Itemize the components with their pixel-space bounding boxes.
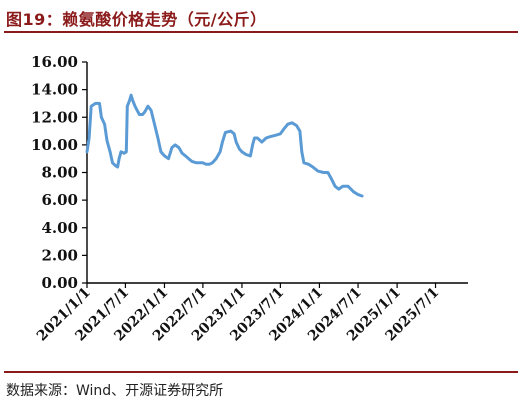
y-tick-label: 4.00	[41, 219, 78, 237]
y-tick-label: 8.00	[41, 164, 78, 182]
y-tick-label: 0.00	[41, 274, 78, 292]
chart-title: 图19：赖氨酸价格走势（元/公斤）	[6, 10, 267, 29]
y-axis: 0.00 2.00 4.00 6.00 8.00 10.00 12.00 14.00 16.00	[31, 53, 88, 292]
series-line	[85, 93, 364, 198]
y-tick-label: 2.00	[41, 246, 78, 264]
y-tick-label: 6.00	[41, 191, 78, 209]
series-layer	[85, 93, 364, 198]
y-tick-label: 10.00	[31, 136, 78, 154]
title-divider	[4, 31, 518, 33]
source-note: 数据来源：Wind、开源证券研究所	[6, 383, 224, 399]
price-line-chart: 0.00 2.00 4.00 6.00 8.00 10.00 12.00 14.00 16.00…	[31, 53, 468, 344]
y-tick-label: 12.00	[31, 108, 78, 126]
x-axis: 2021/1/12021/7/12022/1/12022/7/12023/1/1…	[34, 282, 468, 344]
y-tick-label: 14.00	[31, 81, 78, 99]
y-tick-label: 16.00	[31, 53, 78, 71]
footer-divider	[4, 371, 518, 373]
